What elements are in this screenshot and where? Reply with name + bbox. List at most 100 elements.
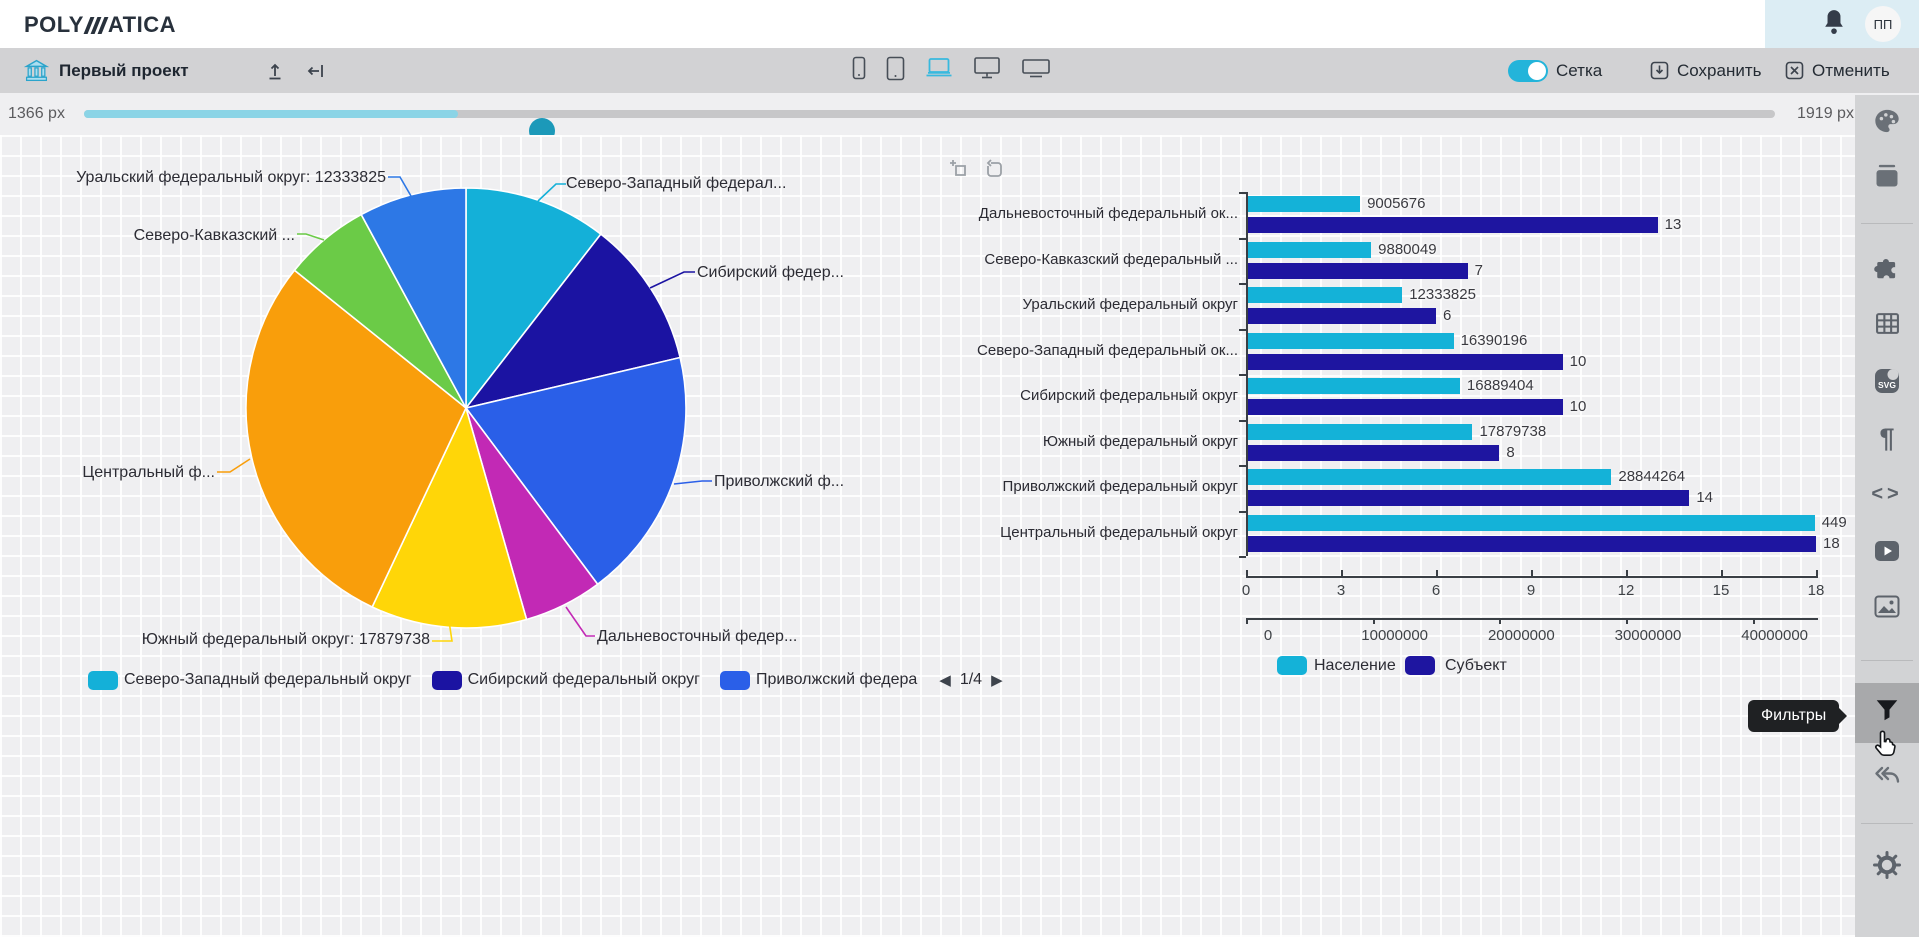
axis-tick-label: 0: [1263, 627, 1273, 644]
code-icon[interactable]: <>: [1871, 483, 1903, 505]
image-icon[interactable]: [1855, 595, 1919, 618]
sidebar-divider: [1861, 660, 1913, 661]
axis-tick-label: 40000000: [1741, 627, 1809, 644]
device-tablet-icon[interactable]: [886, 56, 905, 86]
axis-tick-label: 15: [1712, 582, 1730, 599]
bar-subject[interactable]: [1246, 308, 1436, 324]
device-tv-icon[interactable]: [1021, 57, 1051, 84]
legend-label: Северо-Западный федеральный округ: [124, 671, 412, 688]
legend-next-icon[interactable]: ▶: [991, 672, 1003, 689]
filter-tooltip: Фильтры: [1748, 700, 1840, 732]
hand-cursor: [1872, 728, 1900, 763]
axis-tick-label: 10000000: [1361, 627, 1429, 644]
save-button[interactable]: Сохранить: [1650, 48, 1761, 93]
bar-value-label: 9880049: [1378, 240, 1437, 258]
pie-chart[interactable]: [236, 178, 696, 638]
width-slider-row: 1366 px 1919 px: [0, 93, 1919, 144]
widgets-tray-icon[interactable]: [1855, 163, 1919, 189]
device-phone-icon[interactable]: [852, 56, 866, 85]
bar-population[interactable]: [1246, 423, 1473, 440]
pie-callout-label: Северо-Западный федерал...: [566, 175, 787, 192]
bar-value-label: 9005676: [1367, 195, 1426, 212]
axis-tick-label: 20000000: [1487, 627, 1555, 644]
puzzle-icon[interactable]: [1855, 255, 1919, 281]
pie-slice[interactable]: [245, 269, 467, 609]
width-slider-track[interactable]: [84, 110, 1775, 144]
bar-chart-widget[interactable]: Дальневосточный федеральный ок... 9005676…: [940, 150, 1852, 710]
bar-category-label: Сибирский федеральный округ: [1020, 387, 1238, 404]
notifications-bell-icon[interactable]: [1821, 8, 1847, 41]
bar-subject[interactable]: [1246, 353, 1563, 370]
legend-label: Приволжский федера: [755, 671, 918, 688]
table-icon[interactable]: [1855, 312, 1919, 335]
reset-frame-icon[interactable]: [983, 158, 1005, 185]
cancel-button[interactable]: Отменить: [1785, 48, 1890, 93]
bar-category-label: Северо-Западный федеральный ок...: [977, 341, 1238, 359]
axis-tick-label: 9: [1526, 582, 1536, 599]
legend-prev-icon[interactable]: ◀: [939, 672, 951, 689]
bar-population[interactable]: [1246, 514, 1815, 531]
pie-slice[interactable]: [465, 187, 602, 411]
legend-swatch[interactable]: [431, 670, 462, 690]
svg-export-icon[interactable]: SVG: [1855, 368, 1919, 394]
pilcrow-text-icon[interactable]: ¶: [1879, 423, 1895, 453]
bar-category-label: Приволжский федеральный округ: [1002, 478, 1238, 495]
bar-subject[interactable]: [1246, 217, 1658, 233]
bar-value-label: 6: [1443, 307, 1452, 324]
pie-callout-label: Дальневосточный федер...: [597, 628, 798, 645]
project-icon: [24, 48, 49, 93]
bar-category-label: Южный федеральный округ: [1042, 432, 1238, 450]
bar-category-label: Уральский федеральный округ: [1022, 296, 1238, 313]
bar-category-label: Северо-Кавказский федеральный ...: [984, 250, 1238, 268]
axis-tick-label: 0: [1241, 582, 1251, 599]
legend-swatch[interactable]: [719, 670, 750, 690]
pie-callout-label: Северо-Кавказский ...: [133, 227, 295, 244]
grid-toggle[interactable]: [1508, 48, 1548, 93]
pie-callout-label: Сибирский федер...: [697, 264, 844, 281]
legend-label: Население: [1314, 657, 1396, 674]
bar-subject[interactable]: [1246, 535, 1816, 552]
collapse-panel-icon[interactable]: [306, 48, 326, 93]
undo-all-icon[interactable]: [1855, 763, 1919, 787]
sidebar-divider: [1861, 223, 1913, 224]
add-frame-icon[interactable]: [948, 158, 970, 185]
bar-subject[interactable]: [1246, 490, 1690, 506]
bar-subject[interactable]: [1246, 444, 1500, 461]
device-laptop-icon-active[interactable]: [925, 57, 953, 84]
bar-value-label: 12333825: [1409, 286, 1476, 303]
bar-population[interactable]: [1246, 469, 1612, 485]
device-monitor-icon[interactable]: [973, 56, 1001, 85]
pie-legend: Северо-Западный федеральный округ Сибирск…: [88, 668, 1003, 692]
pie-callout-label: Приволжский ф...: [714, 473, 845, 490]
video-icon[interactable]: [1855, 540, 1919, 562]
bar-value-label: 16390196: [1460, 331, 1528, 349]
slider-max-label: 1919 px: [1797, 105, 1854, 122]
palette-icon[interactable]: [1855, 107, 1919, 135]
bar-subject[interactable]: [1246, 399, 1563, 415]
right-sidebar: SVG ¶ <>: [1855, 95, 1919, 937]
settings-gear-icon[interactable]: [1855, 851, 1919, 879]
logo-text-right: ATICA: [107, 12, 176, 37]
bar-population[interactable]: [1246, 332, 1454, 349]
publish-icon[interactable]: [265, 48, 285, 93]
bar-population[interactable]: [1246, 287, 1403, 303]
legend-swatch[interactable]: [88, 670, 118, 690]
pie-slice[interactable]: [464, 356, 687, 586]
width-slider-fill: [84, 110, 458, 118]
legend-swatch[interactable]: [1405, 656, 1435, 675]
bar-population[interactable]: [1246, 196, 1361, 212]
bar-value-label: 14: [1696, 489, 1714, 506]
bar-population[interactable]: [1246, 378, 1460, 394]
pie-slice[interactable]: [463, 233, 682, 410]
pie-slice[interactable]: [360, 187, 467, 409]
bar-value-label: 10: [1569, 352, 1587, 370]
slider-min-label: 1366 px: [8, 105, 65, 122]
legend-swatch[interactable]: [1277, 656, 1307, 675]
user-avatar[interactable]: ПП: [1865, 6, 1901, 42]
filter-icon[interactable]: [1855, 697, 1919, 723]
axis-tick-label: 12: [1617, 582, 1635, 599]
bar-population[interactable]: [1246, 241, 1372, 258]
bar-subject[interactable]: [1246, 262, 1468, 279]
axis-tick-label: 6: [1431, 582, 1441, 599]
